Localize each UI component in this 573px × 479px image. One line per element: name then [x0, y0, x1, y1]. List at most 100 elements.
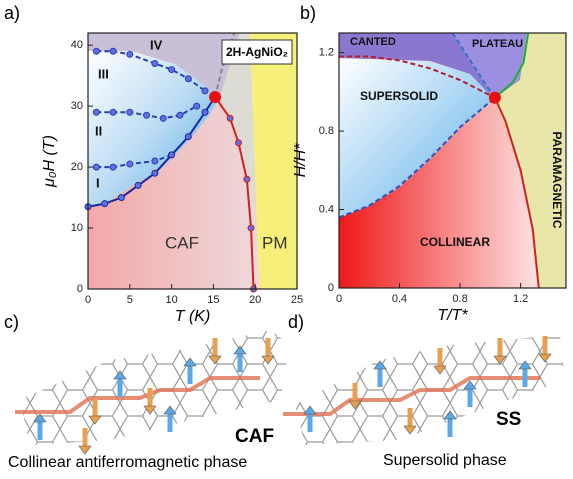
- plots: 0 5 10 15 20 25 0 10 20 30 40 T (K) μ₀H (T) 0 0.4 0.8 1.…: [41, 32, 567, 325]
- y-tick-label: 0.8: [319, 125, 334, 137]
- data-point: [234, 139, 242, 147]
- spin-head: [261, 355, 275, 365]
- boundary-line: [494, 32, 530, 99]
- x-axis-label: T/T*: [437, 307, 468, 324]
- data-point: [101, 200, 109, 208]
- plot-frame: [338, 32, 567, 289]
- material-label: 2H-AgNiO₂: [226, 45, 288, 59]
- data-point: [92, 163, 100, 171]
- data-point: [151, 169, 159, 177]
- y-axis-label: H/H*: [292, 143, 309, 178]
- regions-b: [339, 33, 566, 288]
- spin-head: [493, 355, 507, 365]
- x-tick-label: 20: [249, 294, 261, 306]
- data-point: [134, 181, 142, 189]
- plot-frame: [87, 32, 298, 290]
- x-tick-label: 10: [165, 294, 177, 306]
- boundary-line: [451, 32, 496, 99]
- spin-head: [538, 353, 552, 363]
- spin-head: [113, 370, 127, 380]
- data-point: [193, 102, 201, 110]
- spin-head: [433, 365, 447, 375]
- data-point: [176, 111, 184, 119]
- boundary-line: [339, 55, 496, 99]
- x-tick-label: 0: [336, 293, 342, 305]
- region-label: PARAMAGNETIC: [550, 131, 564, 228]
- region-label: CANTED: [350, 36, 396, 48]
- spin-head: [143, 405, 157, 415]
- data-point: [109, 163, 117, 171]
- phase-short: CAF: [235, 426, 274, 447]
- data-point: [126, 108, 134, 116]
- x-tick-label: 1.2: [513, 293, 528, 305]
- data-point: [109, 47, 117, 55]
- data-point: [126, 50, 134, 58]
- data-point: [109, 108, 117, 116]
- spin-head: [208, 355, 222, 365]
- data-point: [226, 114, 234, 122]
- x-tick-label: 25: [291, 294, 303, 306]
- region-label: I: [96, 175, 100, 190]
- material-box: [221, 39, 293, 65]
- region-label: IV: [150, 37, 163, 52]
- region-label: PM: [262, 233, 288, 252]
- data-point: [151, 59, 159, 67]
- y-tick-label: 0: [328, 282, 334, 294]
- boundary-line: [493, 97, 540, 289]
- region-label: CAF: [165, 233, 199, 252]
- x-tick-label: 15: [207, 294, 219, 306]
- phase-caption: Supersolid phase: [383, 452, 507, 469]
- x-tick-label: 5: [127, 294, 133, 306]
- data-point: [126, 160, 134, 168]
- spin-head: [233, 345, 247, 355]
- data-point: [168, 66, 176, 74]
- x-tick-label: 0: [85, 294, 91, 306]
- data-point: [151, 157, 159, 165]
- y-tick-label: 30: [71, 100, 83, 112]
- spin-head: [163, 405, 177, 415]
- panel-label: a): [4, 3, 20, 23]
- spin-head: [348, 400, 362, 410]
- data-point: [243, 175, 251, 183]
- data-point: [247, 224, 255, 232]
- y-tick-label: 40: [71, 39, 83, 51]
- phase-short: SS: [496, 409, 521, 430]
- spin-head: [518, 360, 532, 370]
- y-tick-label: 0: [77, 283, 83, 295]
- data-point: [184, 133, 192, 141]
- region-label: II: [95, 123, 102, 138]
- panel-label: b): [300, 3, 316, 23]
- data-point: [92, 47, 100, 55]
- data-point: [201, 87, 209, 95]
- region-label: COLLINEAR: [420, 235, 490, 249]
- boundary-line: [214, 96, 255, 290]
- y-tick-label: 1.2: [319, 47, 334, 59]
- region-label: III: [98, 66, 109, 81]
- data-point: [159, 114, 167, 122]
- spin-head: [463, 380, 477, 390]
- lattice-d: [283, 335, 565, 445]
- spin-head: [403, 425, 417, 435]
- boundary-line: [338, 96, 496, 219]
- region-label: PLATEAU: [472, 38, 523, 50]
- spin-head: [443, 410, 457, 420]
- y-tick-label: 0.4: [319, 203, 334, 215]
- data-point: [117, 194, 125, 202]
- region-label: SUPERSOLID: [360, 89, 438, 103]
- data-point: [201, 108, 209, 116]
- data-point: [92, 108, 100, 116]
- data-point: [168, 151, 176, 159]
- panel-label: c): [4, 312, 19, 332]
- spin-head: [183, 357, 197, 367]
- x-axis-label: T (K): [175, 308, 211, 325]
- data-point: [184, 75, 192, 83]
- boundary-line: [214, 32, 236, 98]
- spin-head: [88, 415, 102, 425]
- y-tick-label: 10: [71, 222, 83, 234]
- spin-head: [33, 413, 47, 423]
- y-axis-label: μ₀H (T): [41, 135, 58, 188]
- panel-label: d): [288, 312, 304, 332]
- critical-point: [488, 91, 501, 104]
- x-tick-label: 0.8: [452, 293, 467, 305]
